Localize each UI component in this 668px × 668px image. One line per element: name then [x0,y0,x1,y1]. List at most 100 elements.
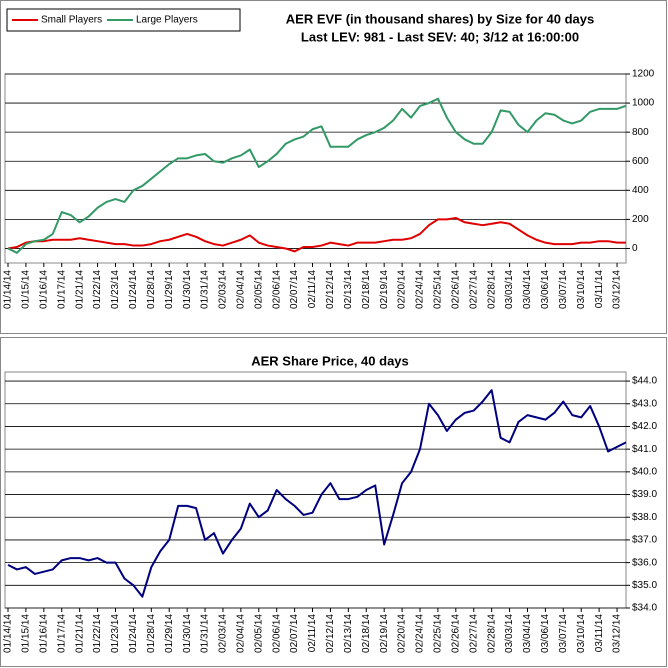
y-tick-label: $41.0 [632,444,657,455]
x-tick-label: 02/12/14 [325,614,336,653]
x-tick-label: 01/31/14 [200,270,211,309]
x-tick-label: 03/04/14 [522,270,533,309]
x-tick-label: 03/12/14 [612,270,623,309]
x-tick-label: 03/04/14 [522,614,533,653]
x-tick-label: 02/18/14 [361,614,372,653]
x-tick-label: 01/17/14 [56,270,67,309]
x-tick-label: 01/31/14 [200,614,211,653]
x-tick-label: 02/27/14 [468,270,479,309]
x-tick-label: 02/20/14 [397,270,408,309]
x-tick-label: 01/16/14 [38,614,49,653]
y-tick-label: 600 [632,156,649,167]
x-tick-label: 02/11/14 [307,270,318,309]
x-tick-label: 03/06/14 [540,614,551,653]
panel-frame [0,337,667,667]
x-tick-label: 02/04/14 [236,270,247,309]
x-tick-label: 02/13/14 [343,270,354,309]
x-tick-label: 02/05/14 [253,270,264,309]
y-tick-label: $34.0 [632,603,657,614]
data-line [7,97,627,254]
x-tick-label: 01/17/14 [56,614,67,653]
y-tick-label: $42.0 [632,421,657,432]
x-tick-label: 02/05/14 [253,614,264,653]
x-tick-label: 01/30/14 [182,614,193,653]
x-tick-label: 01/30/14 [182,270,193,309]
legend-label: Large Players [136,15,198,26]
x-tick-label: 02/24/14 [415,270,426,309]
x-tick-label: 02/19/14 [379,270,390,309]
x-tick-label: 01/24/14 [128,270,139,309]
x-tick-label: 02/12/14 [325,270,336,309]
y-tick-label: 400 [632,185,649,196]
x-tick-label: 02/19/14 [379,614,390,653]
x-tick-label: 02/25/14 [433,614,444,653]
x-tick-label: 02/27/14 [468,614,479,653]
y-tick-label: 200 [632,214,649,225]
y-tick-label: $36.0 [632,557,657,568]
x-tick-label: 02/07/14 [289,270,300,309]
y-tick-label: $44.0 [632,376,657,387]
y-tick-label: $43.0 [632,398,657,409]
chart-title: AER EVF (in thousand shares) by Size for… [286,11,594,26]
chart-subtitle: Last LEV: 981 - Last SEV: 40; 3/12 at 16… [301,29,579,44]
x-tick-label: 02/03/14 [218,614,229,653]
y-tick-label: 0 [632,243,638,254]
x-tick-label: 02/28/14 [486,270,497,309]
y-tick-label: $37.0 [632,535,657,546]
x-tick-label: 02/13/14 [343,614,354,653]
x-tick-label: 03/06/14 [540,270,551,309]
x-tick-label: 01/15/14 [21,270,32,309]
x-tick-label: 01/21/14 [74,270,85,309]
x-tick-label: 03/12/14 [612,614,623,653]
x-tick-label: 02/06/14 [271,270,282,309]
x-tick-label: 01/22/14 [92,270,103,309]
y-tick-label: $40.0 [632,466,657,477]
x-tick-label: 02/25/14 [433,270,444,309]
x-tick-label: 01/29/14 [164,270,175,309]
panel-frame [0,0,667,334]
legend-label: Small Players [41,15,102,26]
x-tick-label: 01/28/14 [146,270,157,309]
y-tick-label: 800 [632,127,649,138]
data-line [7,216,626,253]
x-tick-label: 01/14/14 [3,614,14,653]
x-tick-label: 01/24/14 [128,614,139,653]
x-tick-label: 02/07/14 [289,614,300,653]
x-tick-label: 02/26/14 [450,270,461,309]
x-tick-label: 03/07/14 [558,270,569,309]
x-tick-label: 02/11/14 [307,614,318,653]
x-tick-label: 03/11/14 [594,270,605,309]
chart-title: AER Share Price, 40 days [251,353,409,368]
x-tick-label: 02/04/14 [236,614,247,653]
x-tick-label: 02/26/14 [450,614,461,653]
x-tick-label: 02/03/14 [218,270,229,309]
x-tick-label: 03/03/14 [504,270,515,309]
y-tick-label: $38.0 [632,512,657,523]
x-tick-label: 02/18/14 [361,270,372,309]
y-tick-label: $39.0 [632,489,657,500]
x-tick-label: 02/28/14 [486,614,497,653]
x-tick-label: 03/07/14 [558,614,569,653]
x-tick-label: 01/14/14 [3,270,14,309]
y-tick-label: 1000 [632,98,655,109]
x-tick-label: 01/28/14 [146,614,157,653]
x-tick-label: 03/03/14 [504,614,515,653]
x-tick-label: 01/29/14 [164,614,175,653]
x-tick-label: 03/11/14 [594,614,605,653]
x-tick-label: 01/23/14 [110,270,121,309]
x-tick-label: 01/23/14 [110,614,121,653]
x-tick-label: 02/24/14 [415,614,426,653]
y-tick-label: 1200 [632,69,655,80]
x-tick-label: 02/20/14 [397,614,408,653]
data-line [7,389,627,598]
x-tick-label: 03/10/14 [576,270,587,309]
x-tick-label: 01/21/14 [74,614,85,653]
x-tick-label: 01/15/14 [21,614,32,653]
x-tick-label: 01/16/14 [38,270,49,309]
y-tick-label: $35.0 [632,580,657,591]
x-tick-label: 01/22/14 [92,614,103,653]
x-tick-label: 02/06/14 [271,614,282,653]
x-tick-label: 03/10/14 [576,614,587,653]
